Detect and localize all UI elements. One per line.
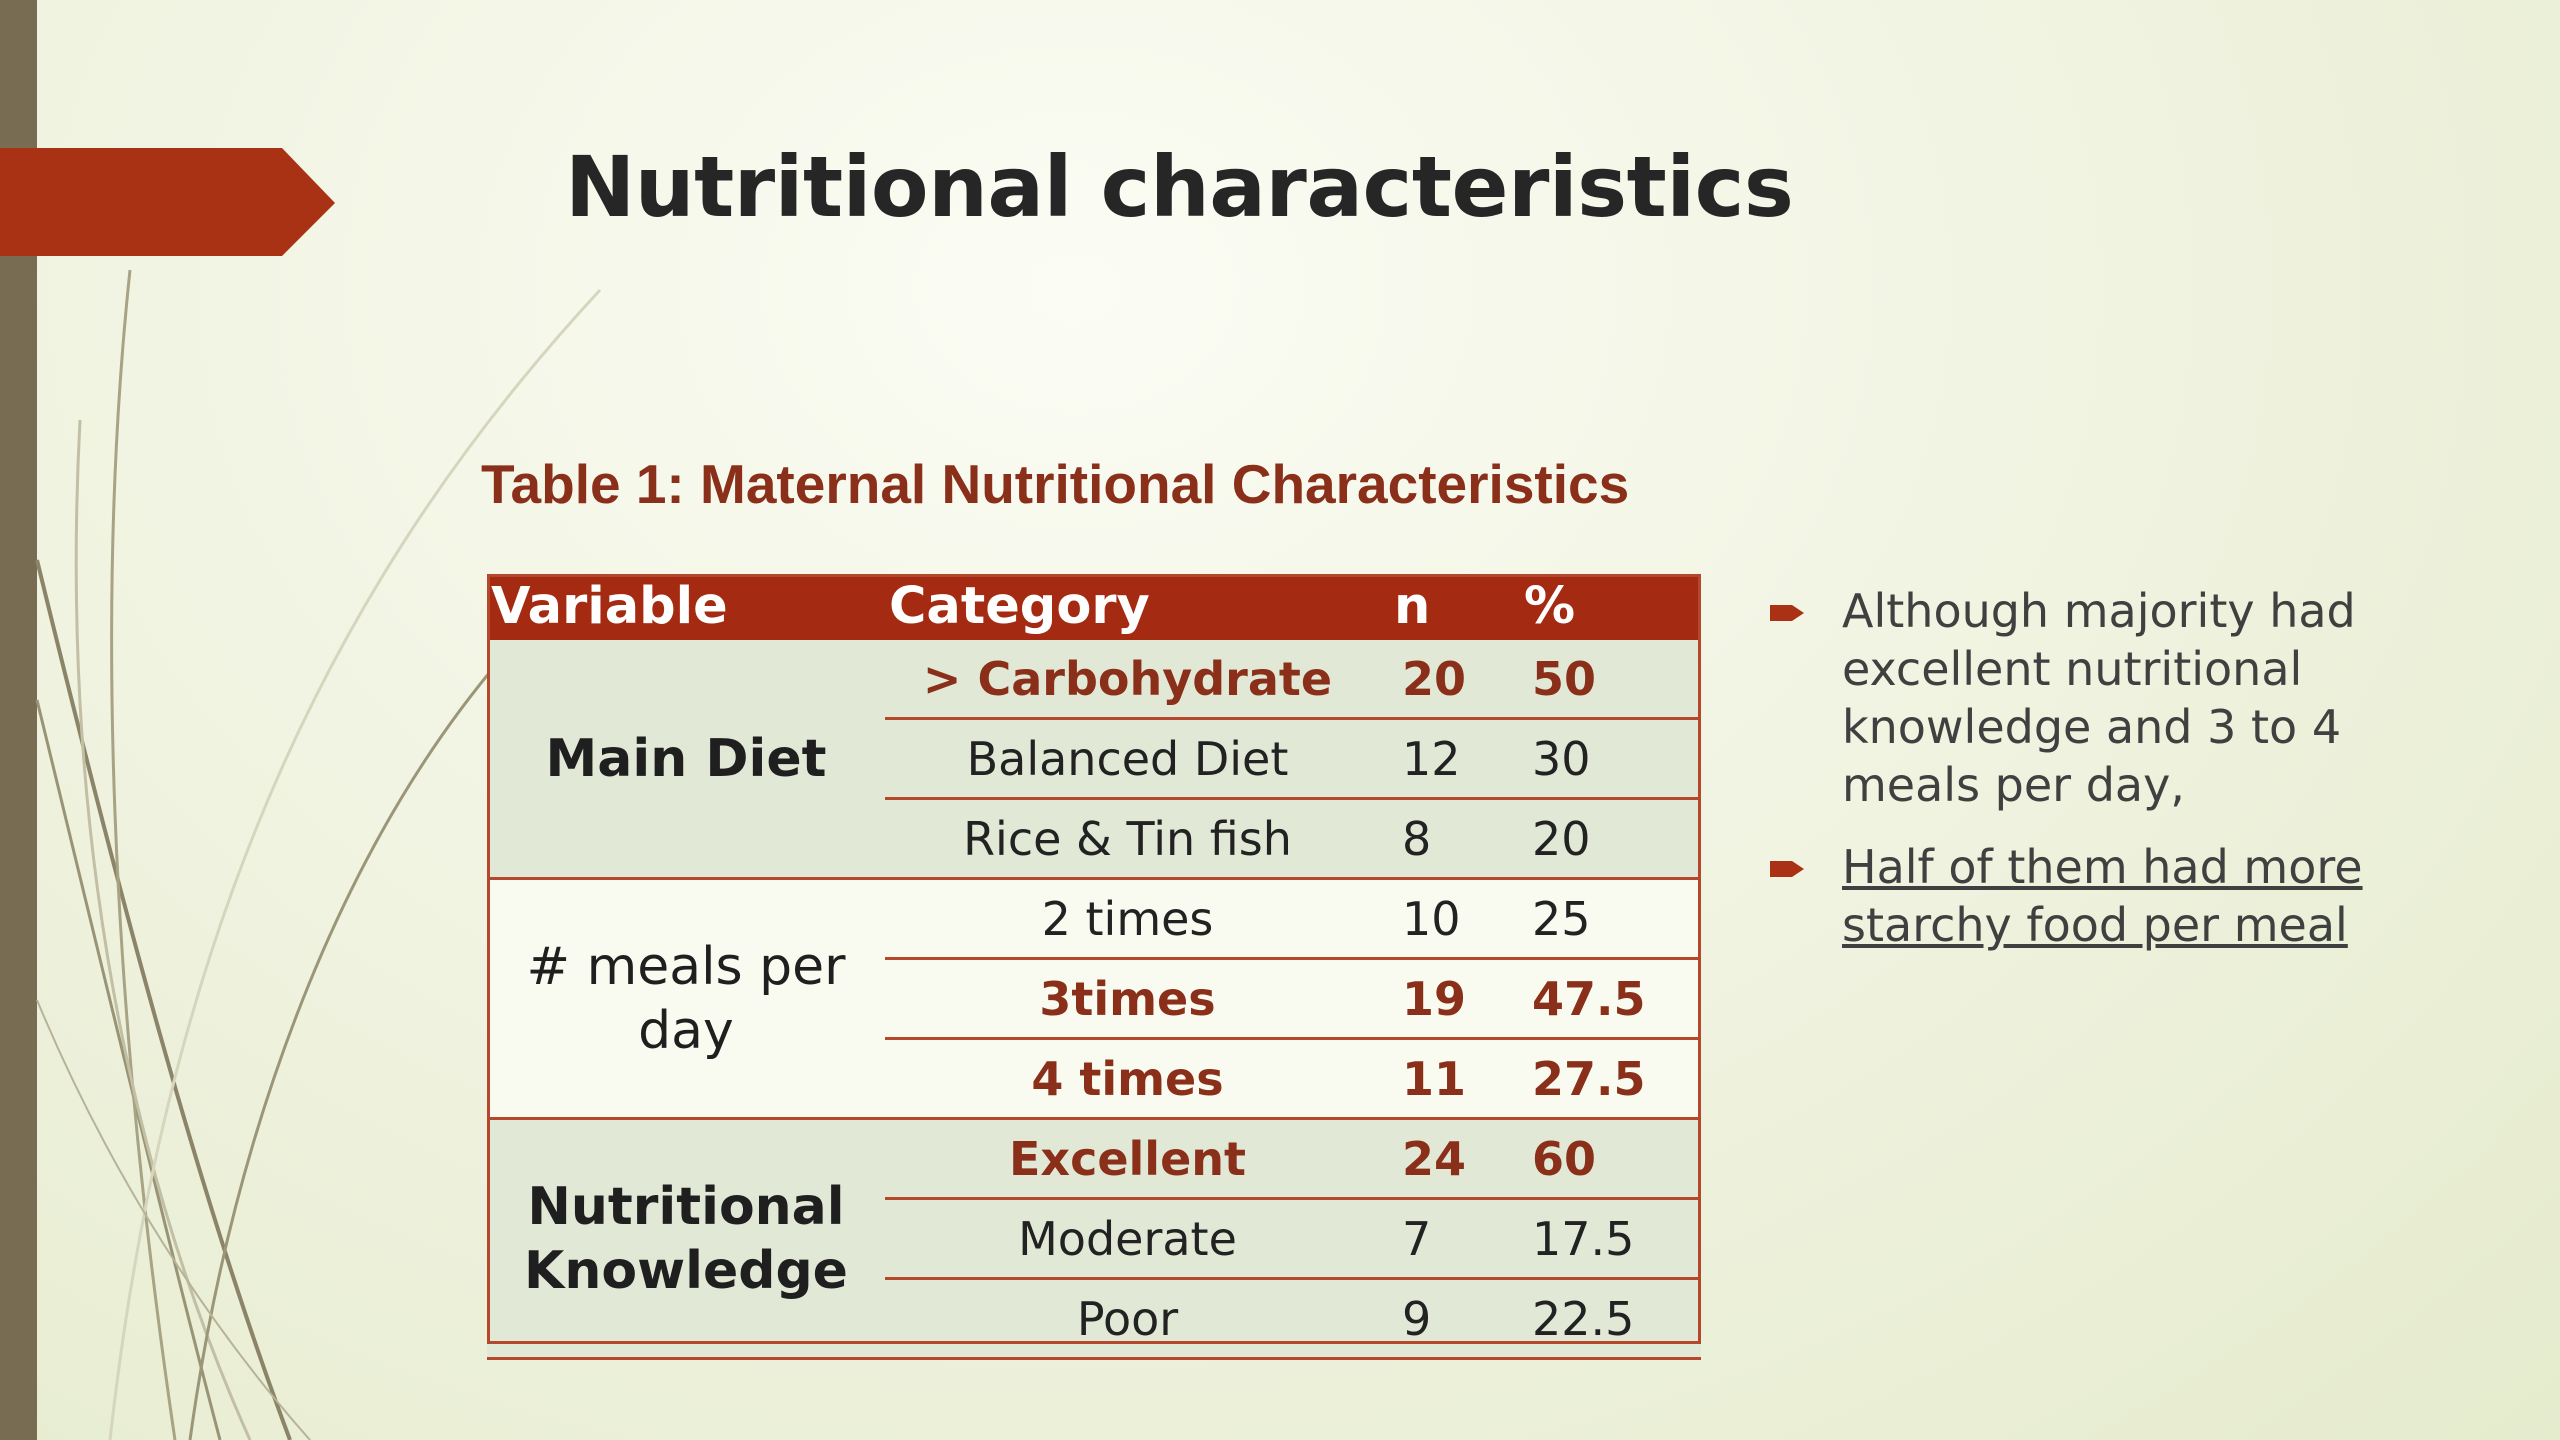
category-cell: Balanced Diet (885, 718, 1390, 800)
slide-title: Nutritional characteristics (565, 138, 1794, 236)
bullet-list: Although majority had excellent nutritio… (1770, 582, 2410, 978)
bullet-item: Although majority had excellent nutritio… (1770, 582, 2410, 814)
bullet-item: Half of them had more starchy food per m… (1770, 838, 2410, 954)
table-row: Main Diet > Carbohydrate 20 50 (487, 640, 1701, 880)
n-cell: 20 (1390, 640, 1520, 720)
table-header-row: Variable Category n % (487, 574, 1701, 640)
title-arrow-tab (0, 148, 335, 256)
table-row: Balanced Diet 12 30 (487, 718, 1701, 800)
percent-cell: 20 (1520, 798, 1701, 880)
bullet-text: Although majority had excellent nutritio… (1842, 584, 2356, 812)
n-cell: 12 (1390, 718, 1520, 800)
n-cell: 10 (1390, 878, 1520, 960)
table-row: Moderate 7 17.5 (487, 1198, 1701, 1280)
n-cell: 11 (1390, 1038, 1520, 1120)
percent-cell: 25 (1520, 878, 1701, 960)
category-cell: Rice & Tin fish (885, 798, 1390, 880)
n-cell: 19 (1390, 958, 1520, 1040)
category-cell: > Carbohydrate (885, 640, 1390, 720)
table-row: Rice & Tin fish 8 20 (487, 798, 1701, 880)
table-row: # meals per day 2 times 10 25 (487, 878, 1701, 1120)
variable-cell: # meals per day (487, 878, 885, 1120)
arrow-bullet-icon (1770, 861, 1804, 877)
percent-cell: 50 (1520, 640, 1701, 720)
data-table: Variable Category n % Main Diet > Carboh… (487, 574, 1701, 1360)
category-cell: Moderate (885, 1198, 1390, 1280)
table-row: 3times 19 47.5 (487, 958, 1701, 1040)
n-cell: 7 (1390, 1198, 1520, 1280)
n-cell: 9 (1390, 1278, 1520, 1360)
percent-cell: 22.5 (1520, 1278, 1701, 1360)
category-cell: Poor (885, 1278, 1390, 1360)
category-cell: Excellent (885, 1118, 1390, 1200)
header-category: Category (885, 574, 1390, 640)
table-row: Nutritional Knowledge Excellent 24 60 (487, 1118, 1701, 1360)
variable-cell: Nutritional Knowledge (487, 1118, 885, 1360)
header-percent: % (1520, 574, 1701, 640)
table-row: 4 times 11 27.5 (487, 1038, 1701, 1120)
category-cell: 2 times (885, 878, 1390, 960)
variable-cell: Main Diet (487, 640, 885, 880)
percent-cell: 47.5 (1520, 958, 1701, 1040)
percent-cell: 17.5 (1520, 1198, 1701, 1280)
arrow-bullet-icon (1770, 605, 1804, 621)
n-cell: 24 (1390, 1118, 1520, 1200)
percent-cell: 30 (1520, 718, 1701, 800)
category-cell: 3times (885, 958, 1390, 1040)
group-nutritional-knowledge: Nutritional Knowledge Excellent 24 60 Mo… (487, 1118, 1701, 1360)
nutrition-table: Variable Category n % Main Diet > Carboh… (487, 574, 1701, 1360)
bullet-text: Half of them had more starchy food per m… (1842, 840, 2363, 952)
percent-cell: 27.5 (1520, 1038, 1701, 1120)
percent-cell: 60 (1520, 1118, 1701, 1200)
group-main-diet: Main Diet > Carbohydrate 20 50 Balanced … (487, 640, 1701, 880)
table-row: Poor 9 22.5 (487, 1278, 1701, 1360)
n-cell: 8 (1390, 798, 1520, 880)
category-cell: 4 times (885, 1038, 1390, 1120)
table-caption: Table 1: Maternal Nutritional Characteri… (481, 453, 1630, 515)
group-meals-per-day: # meals per day 2 times 10 25 3times 19 … (487, 878, 1701, 1120)
header-variable: Variable (487, 574, 885, 640)
header-n: n (1390, 574, 1520, 640)
